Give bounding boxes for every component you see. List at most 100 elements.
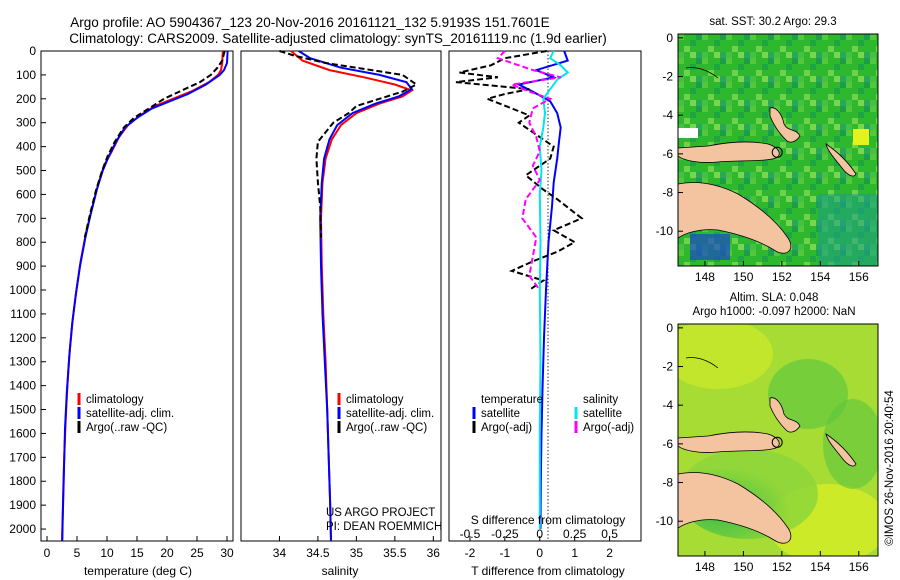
sst-coast-line	[685, 67, 719, 79]
legend-t-argo: Argo(-adj)	[481, 422, 532, 434]
sst-cool-patch	[818, 194, 878, 266]
sst-land-island-a	[769, 107, 801, 143]
salinity-legend: climatology satellite-adj. clim. Argo(..…	[337, 393, 434, 434]
sst-map-frame	[677, 33, 879, 267]
x-tick-label: 36	[427, 546, 441, 560]
legend-salinity-title: salinity	[583, 394, 618, 406]
x-tick-label: -2	[465, 546, 476, 560]
temperature-x-axis: 0 5 10 15 20 25 30	[44, 536, 234, 560]
x-tick-label: 25	[190, 546, 204, 560]
imos-credit: ©IMOS 26-Nov-2016 20:40:54	[884, 390, 896, 546]
legend-argo: Argo(..raw -QC)	[346, 422, 427, 434]
legend-s-satellite: satellite	[583, 408, 622, 420]
x-tick-label: 2	[606, 546, 613, 560]
sst-map-panel: sat. SST: 30.2 Argo: 29.3	[656, 16, 879, 284]
sst-map-title: sat. SST: 30.2 Argo: 29.3	[709, 16, 836, 28]
x2-tick-label: -0.25	[491, 527, 519, 541]
sla-argo-marker	[771, 436, 783, 448]
x2-tick-label: 0	[536, 527, 543, 541]
series-line-t-argo	[455, 50, 584, 291]
map-y-tick-label: -2	[662, 70, 673, 84]
x-tick-label: 0	[536, 546, 543, 560]
series-line-s-satellite	[538, 50, 570, 529]
y-tick-label: 100	[16, 68, 36, 82]
credit-project: US ARGO PROJECT	[326, 507, 435, 519]
x-tick-label: 0	[44, 546, 51, 560]
map-y-tick-label: -8	[662, 476, 673, 490]
map-x-tick-label: 156	[849, 560, 869, 574]
map-x-tick-label: 152	[772, 560, 792, 574]
sla-land-island-a	[769, 397, 801, 433]
t-diff-x-axis: -2 -1 0 1 2	[465, 536, 613, 560]
sst-cloud-patch	[678, 128, 698, 138]
series-line-t-satellite	[515, 50, 570, 530]
legend-climatology: climatology	[86, 394, 144, 406]
y-tick-label: 200	[16, 92, 36, 106]
y-tick-label: 700	[16, 211, 36, 225]
legend-t-satellite: satellite	[481, 408, 520, 420]
sst-map	[678, 34, 878, 266]
map-x-tick-label: 154	[810, 560, 830, 574]
salinity-panel: 34 34.5 35 35.5 36 salinity climatology sate…	[240, 50, 442, 578]
map-y-tick-label: -4	[662, 108, 673, 122]
sla-map-frame	[677, 323, 879, 557]
y-tick-label: 1500	[9, 403, 36, 417]
sla-land-png	[678, 472, 792, 544]
map-y-tick-label: -2	[662, 360, 673, 374]
y-tick-label: 0	[29, 44, 36, 58]
map-y-tick-label: -8	[662, 186, 673, 200]
sla-land-island-b	[825, 433, 857, 467]
difference-series	[455, 50, 584, 530]
map-x-tick-label: 148	[695, 560, 715, 574]
map-x-tick-label: 150	[733, 270, 753, 284]
y-tick-label: 400	[16, 140, 36, 154]
sst-land-newbritain	[678, 141, 780, 163]
y-tick-label: 1200	[9, 331, 36, 345]
x-tick-label: -1	[500, 546, 511, 560]
salinity-series	[279, 50, 419, 542]
x-tick-label: 1	[571, 546, 578, 560]
map-x-tick-label: 148	[695, 270, 715, 284]
map-y-tick-label: -6	[662, 147, 673, 161]
y-tick-label: 1000	[9, 283, 36, 297]
x-tick-label: 15	[130, 546, 144, 560]
sla-map-title-2: Argo h1000: -0.097 h2000: NaN	[692, 306, 855, 318]
sst-warm-patch	[853, 129, 869, 145]
sla-map-axes: 148 150 152 154 156 0 -2 -4 -6 -8 -10	[656, 321, 869, 574]
x2-tick-label: 0.5	[601, 527, 618, 541]
sst-land-island-b	[825, 143, 857, 177]
sla-low-c	[823, 399, 878, 489]
sla-coast-line	[685, 357, 719, 369]
y-tick-label: 600	[16, 187, 36, 201]
series-line-argo	[83, 50, 226, 238]
difference-panel: -2 -1 0 1 2 -0.5 -0.25 0 0.25 0.5 S difference f…	[448, 50, 642, 578]
legend-climatology: climatology	[346, 394, 404, 406]
y-tick-label: 1700	[9, 450, 36, 464]
map-x-tick-label: 156	[849, 270, 869, 284]
sst-land-png	[678, 182, 792, 254]
y-tick-label: 1800	[9, 474, 36, 488]
depth-axis: 0 100 200 300 400 500 600 700 800 900 1000 1100 1200…	[9, 44, 46, 536]
salinity-x-axis: 34 34.5 35 35.5 36	[273, 536, 441, 560]
legend-temperature-title: temperature	[481, 394, 543, 406]
sst-map-axes: 148 150 152 154 156 0 -2 -4 -6 -8 -10	[656, 31, 869, 284]
y-tick-label: 800	[16, 235, 36, 249]
x-tick-label: 34	[273, 546, 287, 560]
sla-map-title-1: Altim. SLA: 0.048	[730, 292, 819, 304]
x2-tick-label: -0.5	[460, 527, 481, 541]
sla-land-newbritain	[678, 431, 780, 453]
map-x-tick-label: 150	[733, 560, 753, 574]
map-y-tick-label: 0	[666, 321, 673, 335]
y-tick-label: 1100	[10, 307, 36, 321]
s-diff-xlabel: S difference from climatology	[471, 513, 626, 527]
temperature-panel: 0100200300400500600700800900100011001200…	[9, 44, 234, 578]
header-line2: Climatology: CARS2009. Satellite-adjuste…	[69, 31, 607, 46]
map-x-tick-label: 152	[772, 270, 792, 284]
difference-legend: temperature satellite Argo(-adj) salinit…	[472, 394, 634, 434]
map-x-tick-label: 154	[810, 270, 830, 284]
y-tick-label: 2000	[9, 522, 36, 536]
temperature-axes	[40, 50, 234, 542]
temperature-series	[61, 50, 229, 542]
series-line-satellite	[298, 50, 414, 542]
sla-low-b	[768, 359, 848, 429]
